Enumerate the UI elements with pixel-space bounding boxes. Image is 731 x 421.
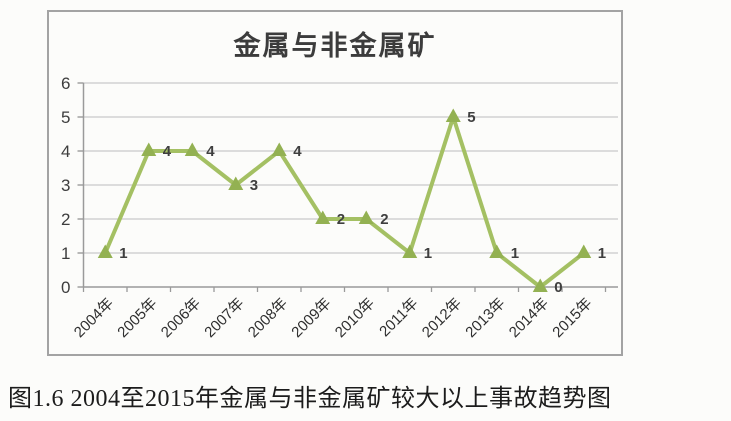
x-tick-label: 2011年	[376, 295, 421, 340]
y-tick-label: 0	[61, 278, 70, 297]
data-point-marker	[489, 244, 505, 258]
data-label: 5	[467, 109, 475, 126]
data-label: 1	[119, 245, 127, 262]
x-tick-label: 2014年	[506, 295, 552, 341]
x-tick-label: 2008年	[245, 295, 291, 341]
figure-caption: 图1.6 2004至2015年金属与非金属矿较大以上事故趋势图	[8, 386, 612, 412]
data-point-marker	[271, 142, 287, 156]
y-tick-label: 3	[61, 176, 70, 195]
y-tick-label: 6	[61, 74, 70, 93]
data-point-marker	[141, 142, 157, 156]
data-label: 1	[424, 245, 432, 262]
data-point-marker	[402, 244, 418, 258]
data-label: 4	[163, 143, 172, 160]
data-point-marker	[184, 142, 200, 156]
data-label: 2	[337, 211, 345, 228]
data-point-marker	[532, 278, 548, 292]
trend-line	[103, 115, 586, 289]
y-tick-label: 1	[61, 244, 70, 263]
x-tick-label: 2015年	[549, 295, 595, 341]
chart-frame	[47, 10, 623, 356]
y-tick-label: 5	[61, 108, 70, 127]
data-point-marker	[445, 108, 461, 122]
data-point-marker	[228, 176, 244, 190]
x-tick-label: 2005年	[114, 295, 160, 341]
data-label: 3	[250, 177, 258, 194]
x-tick-label: 2006年	[158, 295, 204, 341]
x-tick-label: 2007年	[201, 295, 247, 341]
x-tick-label: 2012年	[419, 295, 465, 341]
data-label: 2	[380, 211, 388, 228]
x-tick-label: 2009年	[288, 295, 334, 341]
data-point-marker	[315, 210, 331, 224]
x-tick-label: 2010年	[332, 295, 378, 341]
data-label: 0	[554, 279, 562, 296]
data-label: 1	[511, 245, 519, 262]
chart-title: 金属与非金属矿	[233, 31, 437, 61]
data-point-marker	[97, 244, 113, 258]
data-label: 4	[206, 143, 215, 160]
data-point-marker	[576, 244, 592, 258]
data-point-marker	[358, 210, 374, 224]
x-tick-label: 2013年	[462, 295, 508, 341]
y-tick-label: 2	[61, 210, 70, 229]
data-label: 4	[293, 143, 302, 160]
data-label: 1	[598, 245, 606, 262]
y-tick-label: 4	[61, 142, 70, 161]
x-tick-label: 2004年	[71, 295, 117, 341]
